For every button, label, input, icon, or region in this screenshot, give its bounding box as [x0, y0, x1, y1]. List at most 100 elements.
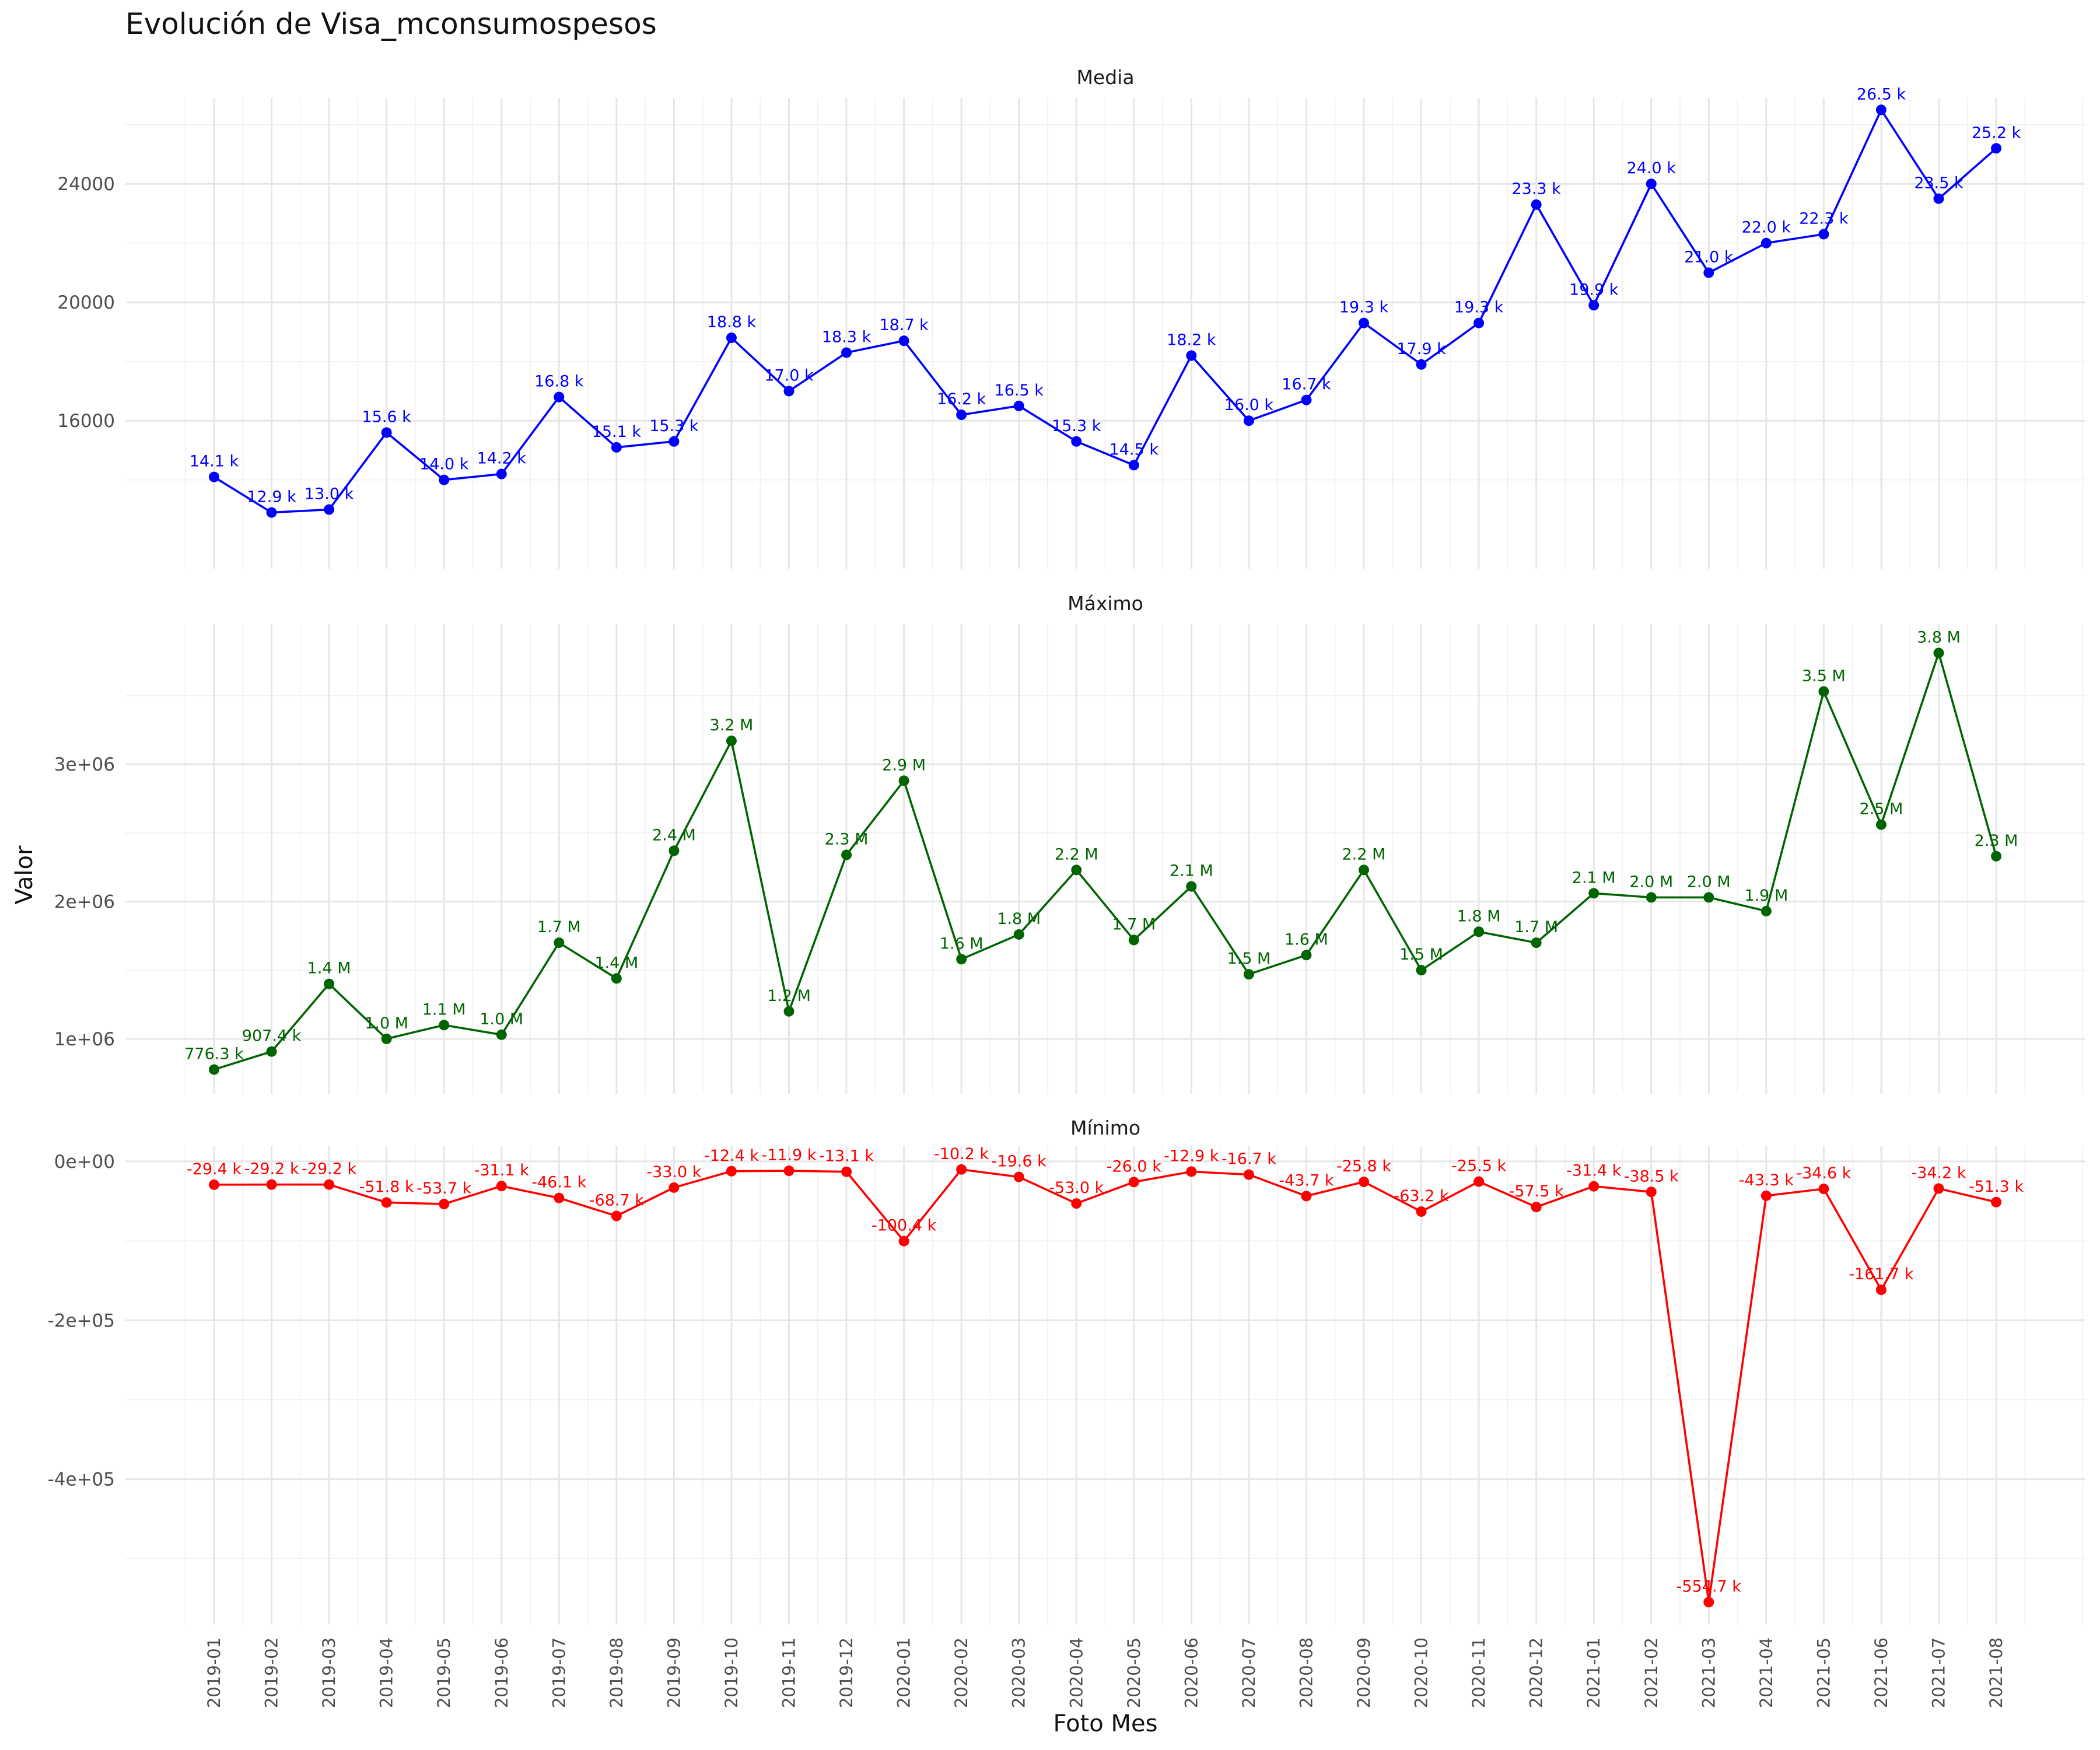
- data-label: 23.5 k: [1914, 174, 1964, 192]
- data-point: [898, 335, 909, 346]
- data-label: -161.7 k: [1849, 1265, 1914, 1283]
- x-tick-label: 2019-04: [377, 1637, 397, 1708]
- data-label: 1.7 M: [1112, 915, 1156, 933]
- data-label: 1.8 M: [1457, 907, 1501, 925]
- data-point: [1474, 317, 1485, 328]
- data-point: [1243, 1169, 1254, 1180]
- data-point: [1818, 1184, 1829, 1195]
- data-point: [381, 427, 392, 438]
- data-label: -25.8 k: [1336, 1157, 1391, 1175]
- data-label: 2.1 M: [1572, 869, 1616, 887]
- data-point: [1760, 237, 1772, 249]
- data-point: [611, 973, 622, 984]
- x-tick-label: 2021-01: [1584, 1637, 1604, 1708]
- panel-0: Media 16000 20000 24000 14.1 k 12.9 k 13.0 k 15…: [57, 66, 2085, 569]
- x-tick-label: 2020-01: [894, 1637, 914, 1708]
- data-label: 24.0 k: [1627, 159, 1676, 177]
- data-label: 21.0 k: [1684, 248, 1734, 266]
- series-line: [214, 108, 1997, 514]
- data-point: [1760, 1190, 1772, 1201]
- data-point: [1474, 1176, 1485, 1187]
- chart-panels: Media 16000 20000 24000 14.1 k 12.9 k 13.0 k 15…: [48, 66, 2085, 1708]
- data-point: [1243, 415, 1254, 426]
- data-label: 18.7 k: [879, 316, 929, 334]
- data-label: -554.7 k: [1676, 1577, 1742, 1595]
- data-label: 15.3 k: [649, 417, 699, 435]
- x-tick-label: 2021-02: [1642, 1637, 1661, 1708]
- data-point: [841, 1166, 852, 1177]
- data-label: -33.0 k: [646, 1163, 701, 1181]
- data-label: 3.8 M: [1917, 628, 1961, 646]
- data-label: 2.2 M: [1342, 845, 1386, 863]
- data-label: 15.6 k: [362, 408, 411, 426]
- x-tick-label: 2020-04: [1066, 1637, 1086, 1708]
- data-point: [1128, 1177, 1139, 1188]
- data-point: [1128, 460, 1139, 471]
- data-label: -31.4 k: [1566, 1162, 1621, 1180]
- data-label: 1.4 M: [594, 954, 638, 972]
- data-point: [554, 1192, 565, 1203]
- x-tick-label: 2019-12: [836, 1637, 856, 1708]
- data-point: [1531, 1202, 1542, 1213]
- data-point: [266, 1179, 277, 1190]
- data-point: [1416, 965, 1427, 976]
- data-point: [1013, 400, 1024, 411]
- data-label: 18.2 k: [1167, 331, 1216, 349]
- x-tick-label: 2021-06: [1871, 1637, 1891, 1708]
- data-point: [1818, 229, 1829, 240]
- data-label: -26.0 k: [1107, 1157, 1161, 1175]
- data-label: 1.0 M: [365, 1014, 408, 1032]
- data-point: [783, 1166, 794, 1177]
- data-point: [209, 471, 219, 482]
- data-point: [439, 474, 450, 485]
- data-label: 23.3 k: [1511, 180, 1561, 198]
- data-point: [1186, 881, 1197, 892]
- y-tick-label: 20000: [57, 292, 115, 313]
- data-point: [1071, 1198, 1082, 1209]
- data-point: [1359, 317, 1369, 328]
- data-label: -29.4 k: [187, 1160, 242, 1178]
- data-point: [1991, 1196, 2002, 1208]
- data-point: [1933, 648, 1944, 659]
- data-label: 26.5 k: [1857, 85, 1906, 103]
- data-label: 3.5 M: [1802, 667, 1846, 685]
- data-label: 1.6 M: [1284, 930, 1328, 949]
- data-label: 1.2 M: [767, 987, 811, 1005]
- x-tick-label: 2021-04: [1756, 1637, 1776, 1708]
- data-point: [1071, 864, 1082, 876]
- panel-title: Media: [1076, 66, 1134, 89]
- x-axis-title: Foto Mes: [1054, 1710, 1158, 1737]
- data-point: [1301, 1191, 1312, 1202]
- data-label: -12.4 k: [704, 1147, 759, 1165]
- data-point: [1128, 935, 1139, 946]
- data-point: [783, 1006, 794, 1017]
- data-label: -51.3 k: [1969, 1178, 2024, 1196]
- data-label: 15.3 k: [1052, 417, 1101, 435]
- data-label: 2.0 M: [1629, 873, 1673, 891]
- data-label: 19.3 k: [1454, 299, 1504, 317]
- data-point: [1588, 1181, 1600, 1192]
- data-label: -68.7 k: [589, 1191, 644, 1209]
- x-tick-label: 2020-06: [1181, 1637, 1201, 1708]
- x-tick-label: 2020-05: [1124, 1637, 1144, 1708]
- data-label: -43.3 k: [1739, 1171, 1794, 1189]
- data-point: [611, 1210, 622, 1222]
- data-point: [611, 442, 622, 453]
- data-point: [266, 1046, 277, 1057]
- data-label: 1.4 M: [307, 960, 351, 978]
- data-point: [1243, 969, 1254, 980]
- data-point: [381, 1197, 392, 1208]
- data-label: 16.8 k: [534, 373, 584, 391]
- chart-title: Evolución de Visa_mconsumospesos: [125, 7, 657, 41]
- data-point: [898, 1236, 909, 1247]
- data-point: [726, 1166, 737, 1177]
- data-point: [1531, 199, 1542, 210]
- data-label: 1.6 M: [940, 935, 984, 953]
- data-label: 14.5 k: [1110, 440, 1159, 459]
- data-label: 12.9 k: [247, 488, 296, 506]
- data-label: 17.0 k: [764, 366, 814, 384]
- data-point: [1991, 143, 2002, 154]
